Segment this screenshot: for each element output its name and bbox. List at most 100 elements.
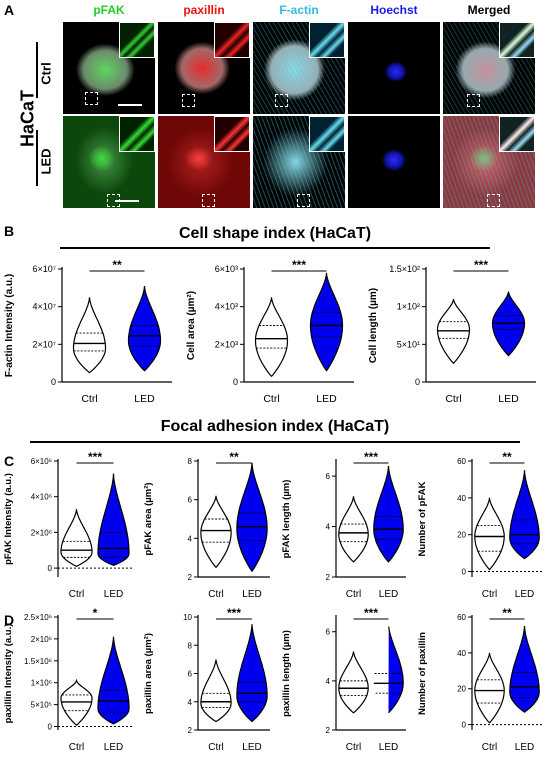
violin-ctrl [338, 496, 369, 563]
channel-header-merged: Merged [467, 3, 511, 17]
y-tick-label: 60 [457, 613, 466, 622]
y-tick-label: 8 [188, 641, 193, 650]
panel-b-letter: B [4, 223, 15, 239]
x-category-label-ctrl: Ctrl [346, 589, 362, 600]
significance-stars: ** [112, 258, 122, 272]
y-tick-label: 1.5×10² [389, 264, 420, 274]
roi-box [467, 94, 480, 107]
y-tick-label: 0 [415, 377, 420, 387]
row-label-led: LED [38, 148, 54, 175]
significance-stars: *** [474, 258, 488, 272]
violin-led [236, 462, 268, 573]
significance-stars: *** [364, 450, 378, 464]
y-tick-label: 0 [48, 722, 53, 731]
y-tick-label: 1×10² [397, 302, 420, 312]
zoom-inset [499, 116, 535, 152]
significance-stars: *** [364, 606, 378, 620]
row-label-ctrl: Ctrl [38, 62, 54, 85]
row-label-led-wrap: LED [26, 142, 66, 182]
micrograph-ctrl-paxillin [158, 22, 250, 114]
y-tick-label: 10 [183, 613, 192, 622]
micrograph-led-pfak [63, 116, 155, 208]
y-tick-label: 4 [326, 523, 331, 532]
y-tick-label: 4×10³ [215, 302, 238, 312]
row-bracket-led [36, 130, 38, 186]
section-rule-c [30, 441, 520, 443]
panel-a-letter: A [4, 2, 15, 18]
section-rule-b [60, 247, 490, 249]
y-tick-label: 6 [326, 472, 331, 481]
significance-stars: ** [502, 450, 512, 464]
y-tick-label: 6×10⁶ [31, 457, 52, 466]
y-tick-label: 2.5×10⁶ [24, 613, 52, 622]
violin-led [388, 626, 404, 714]
y-tick-label: 1.5×10⁶ [24, 657, 52, 666]
micrograph-led-factin [253, 116, 345, 208]
y-tick-label: 2 [326, 726, 331, 735]
zoom-inset [499, 22, 535, 58]
x-category-label-led: LED [515, 742, 534, 753]
section-title-cell-shape: Cell shape index (HaCaT) [178, 225, 372, 242]
violin-ctrl [60, 509, 93, 567]
panel-c-letter: C [4, 453, 15, 469]
channel-header-factin: F-actin [279, 3, 319, 17]
x-category-label-ctrl: Ctrl [482, 589, 498, 600]
x-category-label-led: LED [242, 742, 261, 753]
violin-led [509, 625, 540, 713]
y-tick-label: 2×10⁶ [31, 528, 52, 537]
y-tick-label: 4 [188, 534, 193, 543]
micrograph-led-paxillin [158, 116, 250, 208]
micrograph-ctrl-factin [253, 22, 345, 114]
chart-pfak-length: 2 4 6 pFAK length (µm) Ctrl LED *** [281, 450, 406, 600]
chart-paxillin-intensity: 0 5×10⁵ 1×10⁶ 1.5×10⁶ 2×10⁶ 2.5×10⁶ paxillin I… [3, 606, 132, 753]
x-category-label-ctrl: Ctrl [69, 742, 85, 753]
y-tick-label: 8 [188, 457, 193, 466]
y-axis-label: pFAK length (µm) [281, 480, 292, 559]
violin-ctrl [338, 651, 369, 714]
roi-box [487, 194, 500, 207]
y-tick-label: 4 [326, 677, 331, 686]
violin-led [97, 636, 130, 725]
y-tick-label: 1×10⁶ [31, 679, 52, 688]
y-tick-label: 20 [457, 685, 466, 694]
x-category-label-ctrl: Ctrl [81, 393, 97, 405]
zoom-inset [119, 116, 155, 152]
y-tick-label: 2 [188, 573, 193, 582]
x-category-label-led: LED [134, 393, 155, 405]
y-tick-label: 0 [462, 721, 467, 730]
x-category-label-ctrl: Ctrl [69, 589, 85, 600]
chart-number-pfak: 0 20 40 60 Number of pFAK Ctrl LED ** [417, 450, 542, 600]
channel-header-pfak: pFAK [93, 3, 125, 17]
chart-cell-length: 0 5×10¹ 1×10² 1.5×10² Cell length (µm) Ctrl LE… [368, 258, 536, 405]
significance-stars: ** [229, 450, 239, 464]
y-axis-label: Cell area (µm²) [186, 291, 197, 360]
roi-box [85, 92, 98, 105]
violin-ctrl [254, 297, 289, 378]
y-axis-label: paxillin area (µm²) [143, 633, 154, 714]
violin-led [509, 470, 540, 560]
y-tick-label: 2×10⁶ [31, 635, 52, 644]
y-tick-label: 2×10³ [215, 339, 238, 349]
significance-stars: *** [88, 450, 102, 464]
row-bracket-ctrl [36, 42, 38, 98]
y-tick-label: 0 [48, 564, 53, 573]
violin-led [97, 473, 130, 567]
y-tick-label: 4×10⁶ [31, 493, 52, 502]
y-tick-label: 60 [457, 457, 466, 466]
y-tick-label: 6 [326, 628, 331, 637]
scale-bar [118, 104, 142, 106]
y-tick-label: 5×10⁵ [31, 701, 52, 710]
y-axis-label: Number of pFAK [417, 481, 428, 556]
violin-ctrl [474, 497, 505, 571]
micrograph-ctrl-pfak [63, 22, 155, 114]
significance-stars: ** [502, 606, 512, 620]
y-tick-label: 6×10³ [215, 264, 238, 274]
chart-number-paxillin: 0 20 40 60 Number of paxillin Ctrl LED ** [417, 606, 542, 753]
section-title-focal-adhesion: Focal adhesion index (HaCaT) [160, 418, 390, 435]
roi-box [182, 94, 195, 107]
x-category-label-led: LED [498, 393, 519, 405]
micrograph-ctrl-merged [443, 22, 535, 114]
y-tick-label: 4×10⁷ [32, 302, 56, 312]
y-tick-label: 6 [188, 496, 193, 505]
y-axis-label: paxillin length (µm) [281, 630, 292, 717]
